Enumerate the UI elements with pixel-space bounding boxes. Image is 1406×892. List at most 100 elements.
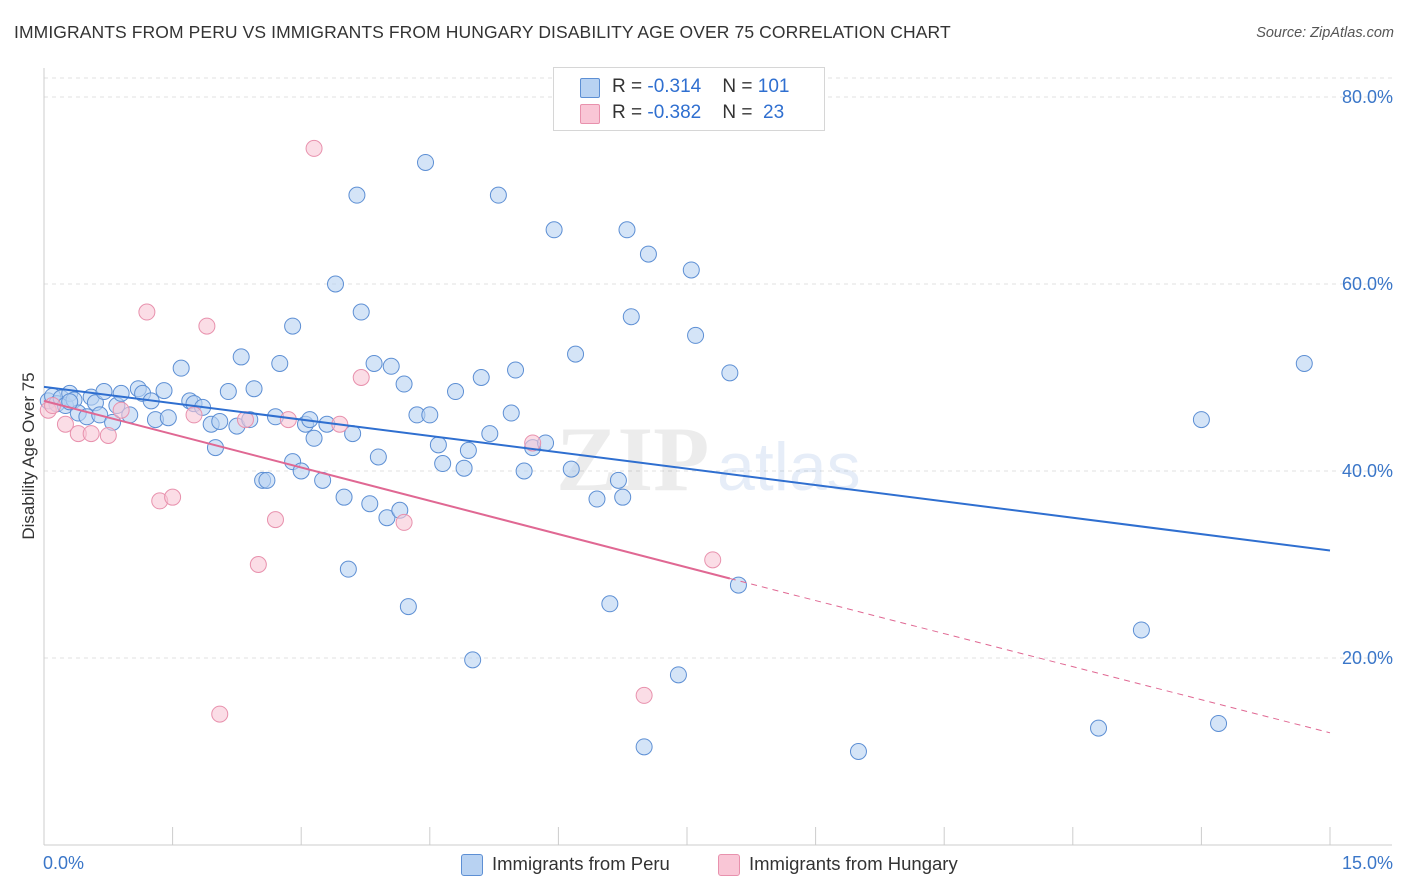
peru-legend-swatch <box>461 854 483 876</box>
hungary-trend-line-extension <box>729 578 1331 734</box>
peru-point <box>464 651 482 669</box>
peru-point <box>95 383 113 401</box>
watermark: ZIP atlas <box>556 408 861 510</box>
axes <box>43 68 1392 846</box>
peru-point <box>172 359 190 377</box>
bottom-legend-peru: Immigrants from Peru <box>461 852 701 878</box>
tick-labels: 20.0% 40.0% 60.0% 80.0% 0.0% 15.0% <box>43 87 1393 873</box>
legend-n-label: N = <box>722 76 758 97</box>
peru-legend-label: Immigrants from Peru <box>492 853 670 874</box>
peru-point <box>687 326 705 344</box>
peru-point <box>378 509 396 527</box>
hungary-trend-line <box>43 399 731 580</box>
watermark-atlas: atlas <box>717 429 861 505</box>
hungary-point <box>305 139 323 157</box>
peru-point <box>159 409 177 427</box>
peru-point <box>635 738 653 756</box>
peru-point <box>399 598 417 616</box>
peru-point <box>507 361 525 379</box>
peru-point <box>481 425 499 443</box>
hungary-point <box>352 369 370 386</box>
hungary-point <box>704 551 722 569</box>
hungary-point <box>164 488 182 506</box>
series-hungary-points <box>39 139 722 723</box>
hungary-point <box>524 434 542 452</box>
legend-n-value: 101 <box>757 76 790 97</box>
peru-point <box>369 448 387 466</box>
peru-point <box>622 308 640 326</box>
peru-point <box>219 383 237 401</box>
hungary-point <box>635 686 653 704</box>
peru-point <box>1192 411 1210 429</box>
stats-legend: R = -0.314 N = 101 R = -0.382 N = 23 <box>553 67 825 131</box>
legend-r-value: -0.314 <box>647 76 702 97</box>
peru-point <box>382 357 400 375</box>
peru-point <box>562 460 580 478</box>
legend-n-label: N = <box>722 102 758 123</box>
peru-point <box>361 495 379 513</box>
peru-point <box>849 743 867 760</box>
peru-point <box>515 462 533 480</box>
peru-point <box>326 275 344 293</box>
peru-point <box>729 576 747 594</box>
peru-point <box>112 384 130 402</box>
hungary-point <box>266 511 284 529</box>
peru-point <box>459 441 477 459</box>
hungary-point <box>56 415 74 433</box>
hungary-swatch <box>580 104 600 124</box>
peru-point <box>429 436 447 454</box>
y-tick-label: 40.0% <box>1342 461 1393 481</box>
peru-point <box>305 429 323 447</box>
peru-point <box>1295 354 1313 372</box>
hungary-legend-swatch <box>718 854 740 876</box>
peru-point <box>434 455 452 473</box>
peru-point <box>545 221 563 239</box>
series-peru-points <box>39 153 1313 760</box>
watermark-zip: ZIP <box>556 408 709 510</box>
peru-point <box>284 317 302 335</box>
peru-point <box>245 380 263 398</box>
source-label: Source: ZipAtlas.com <box>1256 25 1394 41</box>
hungary-point <box>82 425 100 443</box>
legend-r-value: -0.382 <box>647 102 702 123</box>
peru-point <box>502 404 520 422</box>
peru-point <box>609 471 627 489</box>
trend-lines <box>43 385 1331 734</box>
peru-point <box>417 153 435 171</box>
hungary-point <box>395 513 413 531</box>
peru-trend-line <box>43 385 1331 552</box>
peru-point <box>639 245 657 263</box>
peru-point <box>472 369 490 386</box>
hungary-point <box>185 406 203 424</box>
gridlines <box>44 77 1392 659</box>
hungary-legend-label: Immigrants from Hungary <box>749 853 958 874</box>
peru-point <box>155 382 173 400</box>
peru-point <box>682 261 700 279</box>
peru-point <box>271 354 289 372</box>
peru-point <box>365 354 383 372</box>
peru-point <box>618 221 636 239</box>
peru-point <box>489 186 507 204</box>
peru-point <box>614 488 632 506</box>
peru-point <box>258 471 276 489</box>
chart-title: IMMIGRANTS FROM PERU VS IMMIGRANTS FROM … <box>14 22 951 42</box>
peru-point <box>352 303 370 321</box>
peru-point <box>447 383 465 401</box>
hungary-point <box>198 317 216 335</box>
peru-point <box>335 488 353 506</box>
legend-n-value: 23 <box>757 102 785 123</box>
hungary-point <box>211 705 229 723</box>
peru-point <box>567 345 585 363</box>
peru-point <box>1090 719 1108 737</box>
legend-r-label: R = <box>612 102 648 123</box>
peru-point <box>721 364 739 382</box>
peru-point <box>601 595 619 613</box>
x-tick-label: 15.0% <box>1342 853 1393 873</box>
hungary-point <box>249 556 267 573</box>
peru-point <box>588 490 606 508</box>
peru-point <box>348 186 366 204</box>
peru-point <box>455 459 473 477</box>
peru-point <box>339 560 357 578</box>
peru-point <box>421 406 439 424</box>
